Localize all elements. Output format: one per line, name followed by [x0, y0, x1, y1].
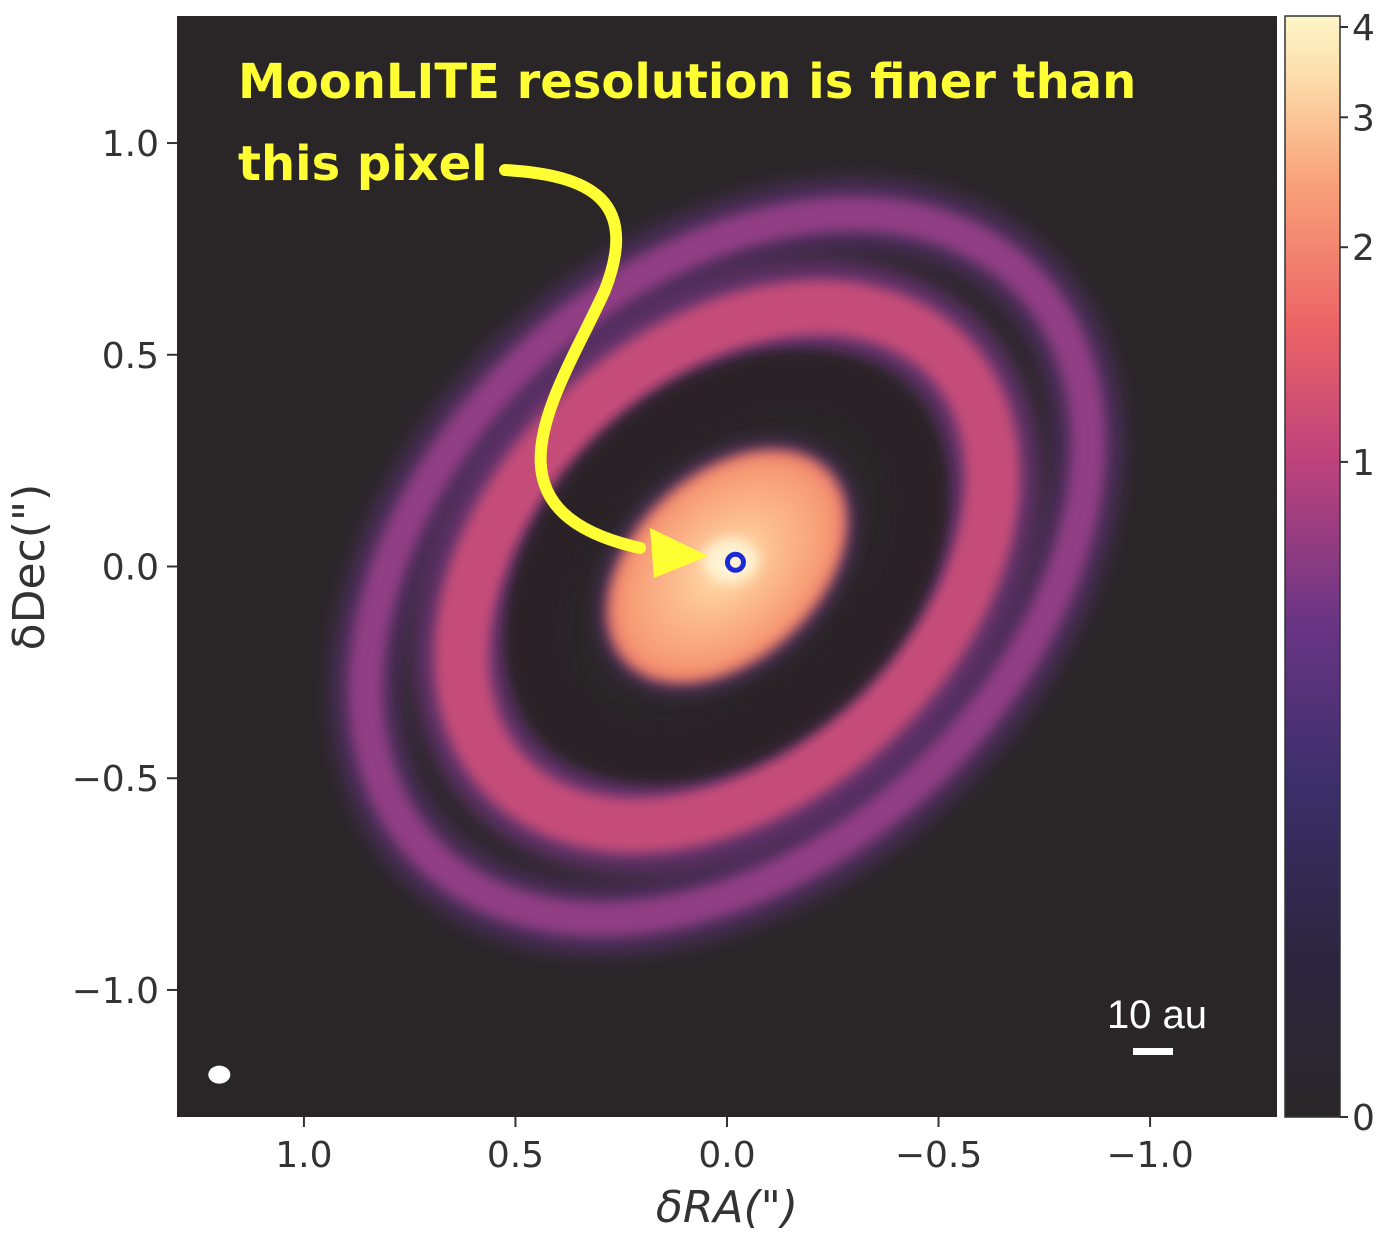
colorbar-tick-label: 3: [1352, 98, 1375, 139]
annotation-arrowhead: [650, 528, 708, 578]
y-tick-label: 0.5: [102, 336, 159, 377]
x-tick-label: 0.0: [698, 1135, 755, 1176]
x-tick-label: −0.5: [895, 1135, 982, 1176]
x-tick-label: 1.0: [275, 1135, 332, 1176]
center-marker: [724, 551, 746, 573]
dark-gap: [505, 349, 949, 784]
colorbar-tick-label: 1: [1352, 443, 1375, 484]
y-axis-title: δDec("): [4, 484, 55, 651]
y-tick-label: −0.5: [72, 759, 159, 800]
beam-ellipse: [208, 1065, 231, 1084]
colorbar: [1284, 15, 1341, 1118]
x-axis-title: δRA("): [656, 1182, 798, 1233]
annotation-line-1: MoonLITE resolution is finer than: [238, 54, 1136, 110]
middle-ring: [434, 279, 1020, 854]
annotation-arrow: [499, 164, 646, 554]
colorbar-tick-label: 4: [1352, 8, 1375, 49]
central-peak: [703, 538, 759, 583]
x-tick-label: −1.0: [1106, 1135, 1193, 1176]
scale-bar-label: 10 au: [1107, 993, 1207, 1037]
plot-area: 10 au MoonLITE resolution is finer than th…: [177, 16, 1277, 1117]
colorbar-tick-label: 2: [1352, 228, 1375, 269]
y-tick-label: −1.0: [72, 971, 159, 1012]
y-tick-label: 0.0: [102, 548, 159, 589]
y-tick-label: 1.0: [102, 124, 159, 165]
scale-bar: [1133, 1048, 1173, 1055]
annotation-line-2: this pixel: [238, 136, 488, 192]
outer-ring: [348, 197, 1106, 936]
x-tick-label: 0.5: [487, 1135, 544, 1176]
colorbar-tick-label: 0: [1352, 1098, 1375, 1139]
